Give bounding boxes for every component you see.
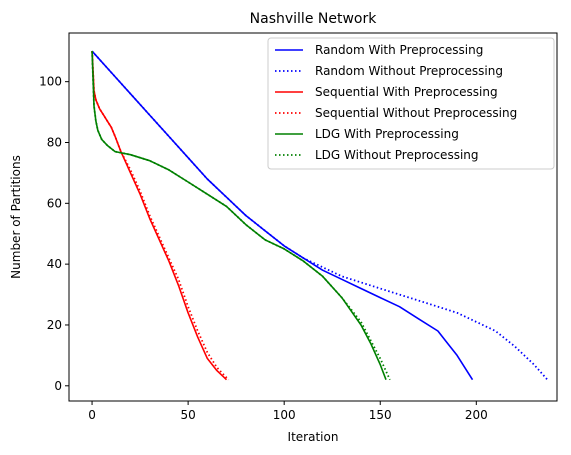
series-layer <box>91 50 549 381</box>
legend-label: Random With Preprocessing <box>315 43 483 57</box>
legend: Random With Preprocessing Random Without … <box>267 37 555 170</box>
x-tick-label: 200 <box>465 408 488 422</box>
legend-box <box>267 37 555 170</box>
y-axis-title: Number of Partitions <box>9 155 23 279</box>
y-axis: 0 20 40 60 80 100 <box>39 75 69 393</box>
x-axis: 0 50 100 150 200 <box>88 401 488 422</box>
y-tick-label: 0 <box>54 379 62 393</box>
x-axis-title: Iteration <box>288 430 339 444</box>
x-tick-label: 50 <box>180 408 195 422</box>
series-line-4 <box>91 51 230 381</box>
y-tick-label: 40 <box>47 257 62 271</box>
y-tick-label: 80 <box>47 135 62 149</box>
y-tick-label: 60 <box>47 196 62 210</box>
plot-frame <box>68 32 558 402</box>
legend-label: Random Without Preprocessing <box>315 64 503 78</box>
legend-label: Sequential Without Preprocessing <box>315 106 517 120</box>
x-tick-label: 100 <box>273 408 296 422</box>
y-tick-label: 100 <box>39 75 62 89</box>
legend-label: LDG Without Preprocessing <box>315 148 479 162</box>
legend-label: LDG With Preprocessing <box>315 127 459 141</box>
x-tick-label: 150 <box>369 408 392 422</box>
legend-label: Sequential With Preprocessing <box>315 85 498 99</box>
chart-title: Nashville Network <box>250 11 378 27</box>
y-tick-label: 20 <box>47 318 62 332</box>
x-tick-label: 0 <box>88 408 96 422</box>
